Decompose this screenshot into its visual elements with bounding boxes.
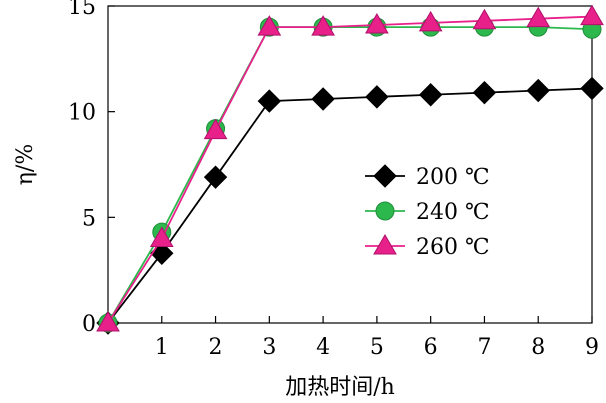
legend-entry: 200 ℃ xyxy=(365,164,490,190)
axes: 0 5 10 15 1 2 3 4 5 6 7 8 9 xyxy=(68,0,599,360)
x-tick-label: 8 xyxy=(531,335,545,360)
data-point xyxy=(580,4,604,26)
x-tick-label: 5 xyxy=(370,335,384,360)
series-layer xyxy=(96,4,604,335)
data-point xyxy=(472,80,497,105)
data-point xyxy=(365,85,389,109)
legend-marker xyxy=(373,234,397,255)
plot-frame xyxy=(107,5,593,324)
data-point xyxy=(257,89,282,113)
legend-marker xyxy=(375,201,395,221)
x-axis-label: 加热时间/h xyxy=(285,375,395,400)
data-point xyxy=(418,10,443,32)
x-tick-label: 7 xyxy=(477,335,491,360)
data-point xyxy=(257,15,282,36)
data-point xyxy=(203,118,228,140)
data-point xyxy=(203,165,228,189)
data-point xyxy=(311,87,335,111)
data-point xyxy=(472,8,497,30)
x-tick-label: 2 xyxy=(209,335,223,360)
data-point xyxy=(418,83,443,107)
legend-entry: 260 ℃ xyxy=(365,234,490,260)
legend-entry: 240 ℃ xyxy=(365,200,490,225)
x-tick-label: 9 xyxy=(585,335,599,360)
series-1 xyxy=(98,17,602,333)
y-tick-label: 10 xyxy=(68,101,96,126)
series-2 xyxy=(96,4,604,332)
legend-label: 200 ℃ xyxy=(416,165,490,190)
data-point xyxy=(96,311,120,332)
data-point xyxy=(311,15,335,36)
y-tick-label: 0 xyxy=(82,312,96,337)
y-tick-label: 15 xyxy=(68,0,96,20)
x-tick-label: 1 xyxy=(155,335,169,360)
x-tick-label: 4 xyxy=(316,335,330,360)
series-line xyxy=(107,87,593,324)
y-tick-label: 5 xyxy=(82,206,96,231)
data-point xyxy=(526,6,551,28)
data-point xyxy=(526,78,550,103)
series-line xyxy=(107,15,593,324)
legend-label: 240 ℃ xyxy=(416,200,490,225)
x-tick-label: 3 xyxy=(262,335,276,360)
legend-label: 260 ℃ xyxy=(416,235,490,260)
x-tick-label: 6 xyxy=(424,335,438,360)
data-point xyxy=(149,226,174,247)
y-axis-label: η/% xyxy=(13,144,38,186)
legend: 200 ℃ 240 ℃ 260 ℃ xyxy=(365,164,490,260)
legend-marker xyxy=(373,164,397,188)
series-0 xyxy=(96,76,604,335)
data-point xyxy=(580,76,604,101)
series-line xyxy=(107,26,593,324)
data-point xyxy=(365,13,389,34)
